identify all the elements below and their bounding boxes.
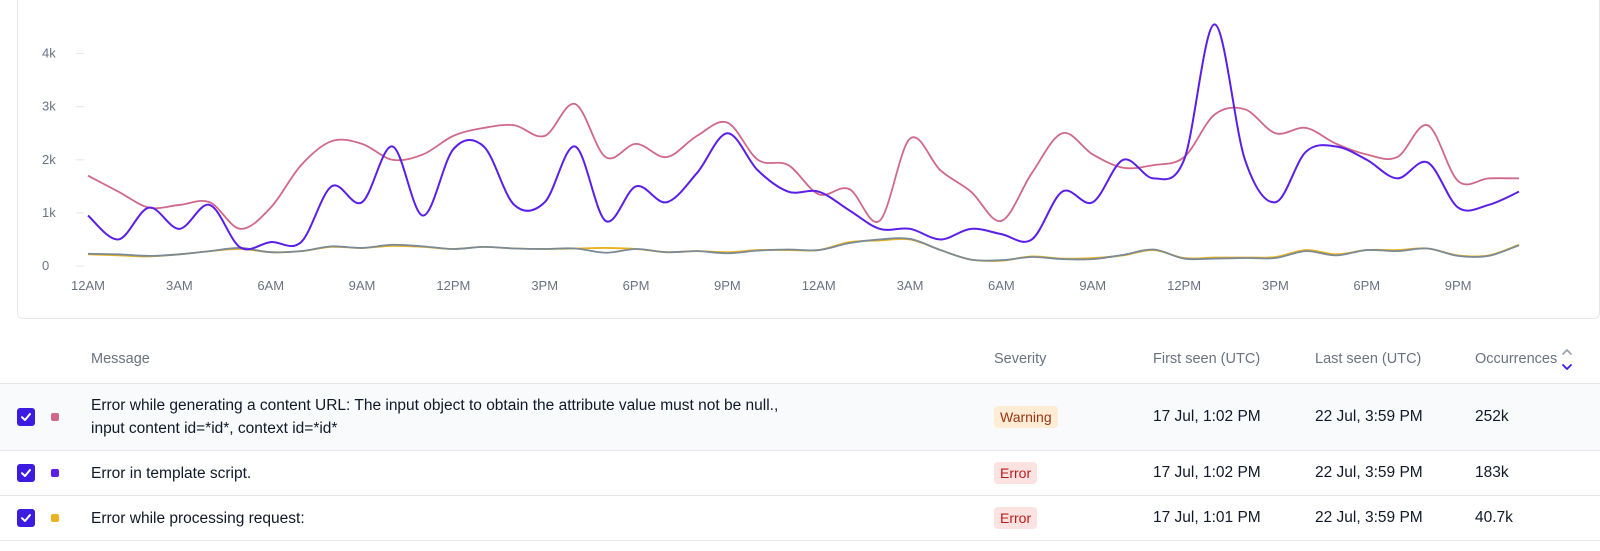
x-tick-label: 3AM [166, 278, 193, 293]
row-checkbox[interactable] [17, 408, 35, 426]
last-seen-value: 22 Jul, 3:59 PM [1315, 509, 1423, 526]
first-seen-value: 17 Jul, 1:02 PM [1153, 464, 1261, 481]
column-header-last-seen[interactable]: Last seen (UTC) [1315, 351, 1422, 367]
y-tick-label: 1k [42, 205, 56, 220]
check-icon [21, 469, 31, 477]
error-message-line: Error while generating a content URL: Th… [91, 397, 779, 414]
x-tick-label: 6AM [257, 278, 284, 293]
severity-badge: Error [994, 507, 1038, 529]
x-tick-label: 9AM [1079, 278, 1106, 293]
errors-chart-card: 0 1k 2k 3k 4k 12AM 3AM 6AM 9AM 12PM 3PM 6PM 9PM 12AM 3… [17, 0, 1600, 319]
first-seen-value: 17 Jul, 1:01 PM [1153, 509, 1261, 526]
x-tick-label: 12PM [1167, 278, 1201, 293]
x-tick-label: 6PM [623, 278, 650, 293]
y-tick-label: 4k [42, 46, 56, 61]
table-header: Message Severity First seen (UTC) Last s… [0, 337, 1600, 384]
y-tick-label: 2k [42, 152, 56, 167]
y-tick-label: 0 [42, 258, 49, 273]
last-seen-value: 22 Jul, 3:59 PM [1315, 464, 1423, 481]
column-header-message[interactable]: Message [91, 351, 150, 367]
table-row[interactable]: Error in template script. Error 17 Jul, … [0, 451, 1600, 496]
series-color-swatch [51, 514, 59, 522]
x-tick-label: 12AM [802, 278, 836, 293]
table-row[interactable]: Error while processing request: Error 17… [0, 496, 1600, 541]
occurrences-value: 252k [1475, 408, 1509, 425]
x-tick-label: 12PM [436, 278, 470, 293]
row-checkbox[interactable] [17, 509, 35, 527]
errors-table: Message Severity First seen (UTC) Last s… [0, 337, 1600, 541]
x-tick-label: 6PM [1353, 278, 1380, 293]
x-tick-label: 3AM [897, 278, 924, 293]
x-tick-label: 12AM [71, 278, 105, 293]
occurrences-value: 183k [1475, 464, 1509, 481]
error-message[interactable]: Error in template script. [91, 465, 252, 482]
severity-badge: Error [994, 462, 1038, 484]
error-message[interactable]: Error while generating a content URL: Th… [91, 394, 911, 440]
series-color-swatch [51, 469, 59, 477]
table-row[interactable]: Error while generating a content URL: Th… [0, 384, 1600, 451]
series-line-template-script[interactable] [87, 23, 1520, 251]
check-icon [21, 413, 31, 421]
error-message-line: input content id=*id*, context id=*id* [91, 420, 338, 437]
series-color-swatch [51, 413, 59, 421]
x-tick-label: 9PM [714, 278, 741, 293]
x-tick-label: 9AM [349, 278, 376, 293]
check-icon [21, 514, 31, 522]
series-line-warning-url[interactable] [87, 103, 1520, 230]
column-header-occurrences[interactable]: Occurrences [1475, 351, 1558, 367]
first-seen-value: 17 Jul, 1:02 PM [1153, 408, 1261, 425]
column-header-first-seen[interactable]: First seen (UTC) [1153, 351, 1261, 367]
last-seen-value: 22 Jul, 3:59 PM [1315, 408, 1423, 425]
occurrences-value: 40.7k [1475, 509, 1513, 526]
series-line-other[interactable] [87, 237, 1520, 262]
sort-descending-icon[interactable] [1560, 345, 1574, 375]
column-header-severity[interactable]: Severity [994, 351, 1047, 367]
errors-line-chart: 0 1k 2k 3k 4k 12AM 3AM 6AM 9AM 12PM 3PM 6PM 9PM 12AM 3… [42, 23, 1520, 293]
x-tick-label: 6AM [988, 278, 1015, 293]
y-tick-label: 3k [42, 99, 56, 114]
x-tick-label: 3PM [531, 278, 558, 293]
x-tick-label: 9PM [1445, 278, 1472, 293]
row-checkbox[interactable] [17, 464, 35, 482]
x-tick-label: 3PM [1262, 278, 1289, 293]
error-message[interactable]: Error while processing request: [91, 510, 305, 527]
severity-badge: Warning [994, 406, 1058, 428]
